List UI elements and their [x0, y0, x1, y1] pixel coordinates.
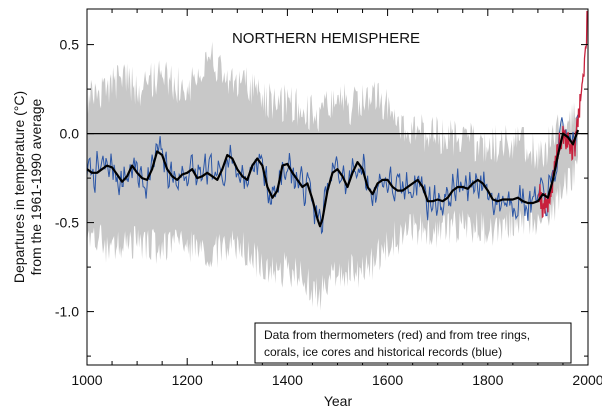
- x-axis-title: Year: [324, 393, 353, 409]
- x-tick-label: 1600: [372, 372, 403, 388]
- chart-title: NORTHERN HEMISPHERE: [232, 30, 420, 47]
- x-tick-label: 1800: [472, 372, 503, 388]
- x-tick-label: 1000: [71, 372, 102, 388]
- plot-area: [87, 10, 588, 311]
- instrumental-series-line: [538, 10, 588, 219]
- y-tick-label: 0.0: [60, 126, 80, 142]
- x-tick-label: 1200: [172, 372, 203, 388]
- x-tick-label: 1400: [272, 372, 303, 388]
- y-axis-title-line-2: from the 1961-1990 average: [28, 98, 44, 275]
- x-tick-label: 2000: [572, 372, 602, 388]
- annotation-frame: [254, 322, 572, 364]
- annotation-line-1: Data from thermometers (red) and from tr…: [264, 328, 530, 342]
- smoothed-series-line: [87, 129, 580, 228]
- y-axis-title-line-1: Departures in temperature (°C): [11, 91, 27, 283]
- y-tick-label: -1.0: [55, 304, 79, 320]
- y-axis: 0.5 0.0 -0.5 -1.0: [55, 37, 588, 357]
- y-tick-label: 0.5: [60, 37, 80, 53]
- annotation-box: Data from thermometers (red) and from tr…: [254, 322, 572, 364]
- annotation-line-2: corals, ice cores and historical records…: [264, 345, 502, 359]
- y-tick-label: -0.5: [55, 215, 79, 231]
